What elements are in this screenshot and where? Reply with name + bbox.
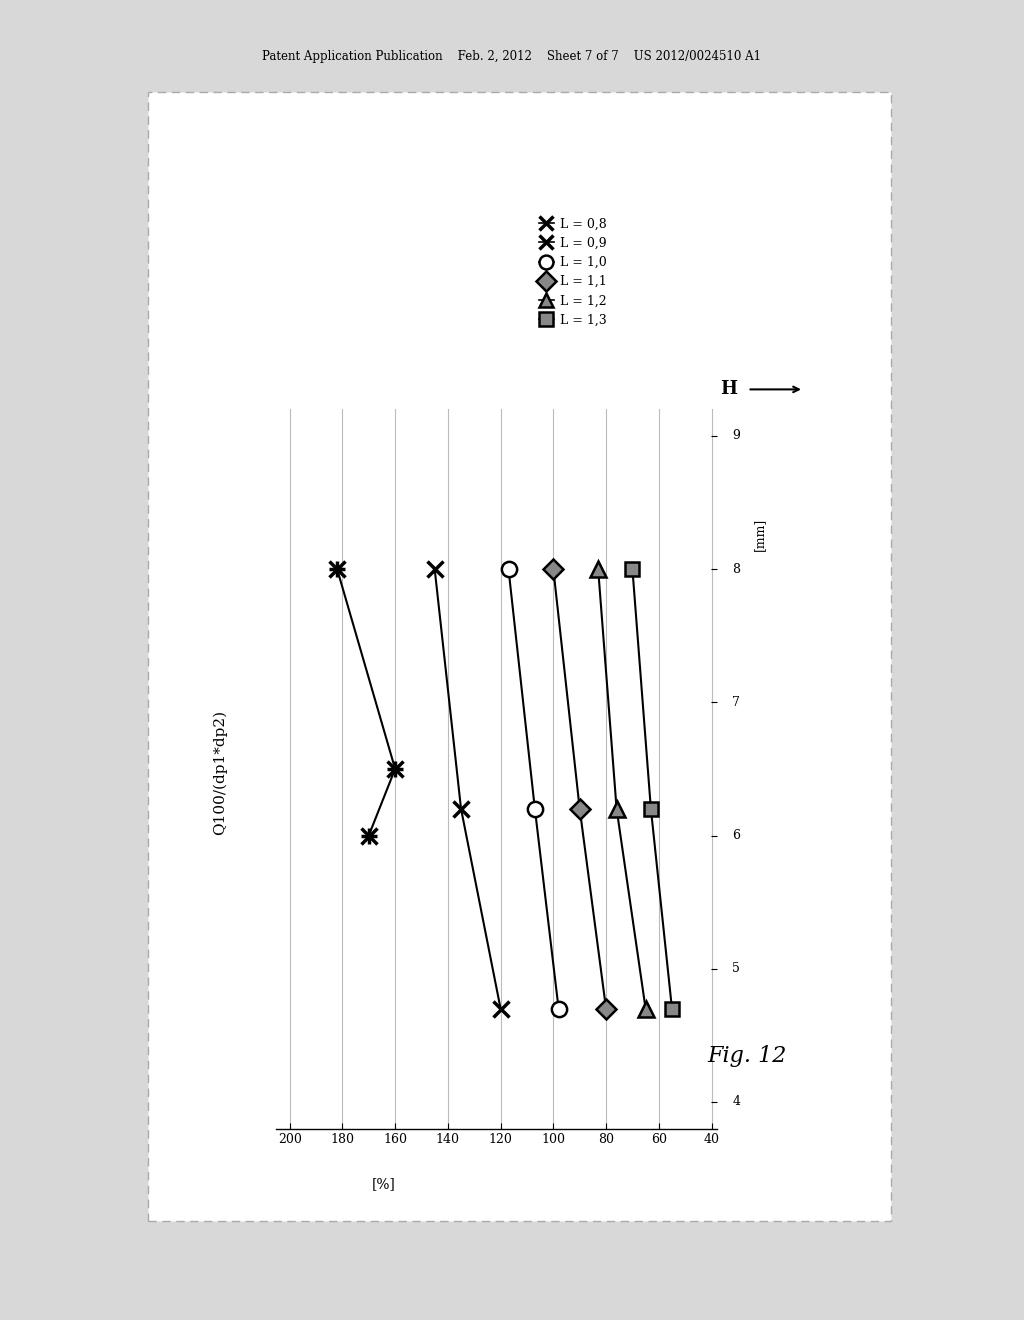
Text: 8: 8 (732, 562, 740, 576)
Text: 9: 9 (732, 429, 740, 442)
Text: [%]: [%] (372, 1177, 396, 1192)
Text: H: H (720, 380, 737, 399)
Text: 5: 5 (732, 962, 740, 975)
Text: 4: 4 (732, 1096, 740, 1109)
Text: Patent Application Publication    Feb. 2, 2012    Sheet 7 of 7    US 2012/002451: Patent Application Publication Feb. 2, 2… (262, 50, 762, 63)
Legend: L = 0,8, L = 0,9, L = 1,0, L = 1,1, L = 1,2, L = 1,3: L = 0,8, L = 0,9, L = 1,0, L = 1,1, L = … (539, 218, 607, 327)
Text: 6: 6 (732, 829, 740, 842)
Text: Q100/(dp1*dp2): Q100/(dp1*dp2) (213, 710, 227, 834)
Text: [mm]: [mm] (753, 517, 766, 552)
Text: Fig. 12: Fig. 12 (708, 1045, 787, 1067)
Text: 7: 7 (732, 696, 740, 709)
